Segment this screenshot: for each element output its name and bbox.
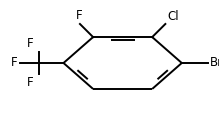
Text: F: F: [11, 56, 18, 70]
Text: F: F: [27, 76, 34, 89]
Text: Cl: Cl: [168, 10, 179, 23]
Text: F: F: [76, 9, 82, 22]
Text: Br: Br: [210, 56, 219, 70]
Text: F: F: [27, 37, 34, 50]
